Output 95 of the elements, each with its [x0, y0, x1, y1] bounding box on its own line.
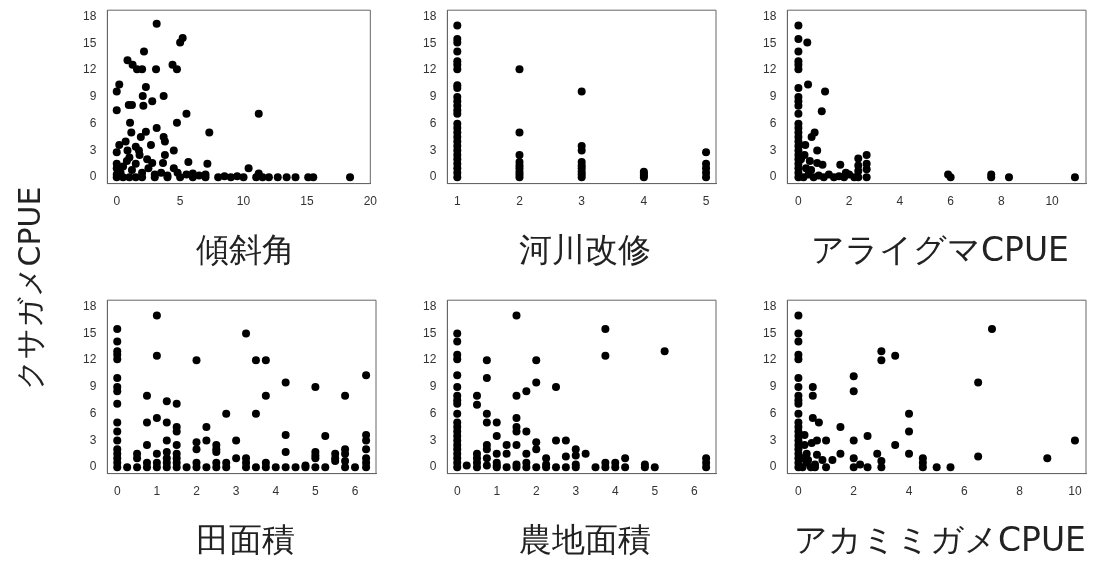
point: [515, 128, 524, 137]
x-tick-label: 0: [795, 194, 803, 209]
y-tick-label: 9: [429, 89, 437, 104]
x-tick-label: 2: [193, 484, 201, 499]
point: [702, 173, 711, 182]
y-tick-label: 18: [422, 298, 437, 313]
x-tick-label: 2: [532, 484, 540, 499]
y-tick-label: 3: [429, 142, 437, 157]
y-tick-label: 9: [769, 89, 777, 104]
x-tick-label: 4: [640, 194, 648, 209]
x-tick-label: 2: [845, 194, 853, 209]
y-tick-label: 18: [762, 298, 777, 313]
x-tick-label: 4: [272, 484, 280, 499]
x-tick-label: 1: [153, 484, 161, 499]
x-tick-label: 4: [896, 194, 904, 209]
x-tick-label: 6: [947, 194, 955, 209]
y-tick-label: 18: [762, 8, 777, 23]
x-tick-label: 8: [998, 194, 1006, 209]
y-tick-label: 15: [762, 325, 777, 340]
y-tick-label: 9: [89, 89, 97, 104]
y-tick-label: 6: [429, 115, 437, 130]
y-tick-label: 12: [422, 352, 437, 367]
x-tick-label: 0: [113, 194, 121, 209]
x-tick-label: 15: [300, 194, 314, 209]
x-tick-label: 5: [651, 484, 659, 499]
x-tick-label: 1: [493, 484, 501, 499]
x-tick-label: 6: [960, 484, 968, 499]
y-tick-label: 0: [89, 169, 97, 184]
x-tick-label: 10: [236, 194, 251, 209]
x-tick-label: 3: [572, 484, 580, 499]
x-tick-label: 8: [1016, 484, 1024, 499]
point: [453, 65, 462, 74]
y-tick-label: 3: [429, 432, 437, 447]
y-tick-label: 12: [82, 352, 97, 367]
y-axis-title: クサガメCPUE: [10, 185, 48, 393]
y-tick-label: 3: [769, 432, 777, 447]
y-tick-label: 9: [89, 379, 97, 394]
point: [453, 173, 462, 182]
x-tick-label: 0: [113, 484, 121, 499]
y-tick-label: 12: [422, 62, 437, 77]
x-tick-label: 5: [702, 194, 710, 209]
y-tick-label: 18: [82, 298, 97, 313]
x-tick-label: 2: [850, 484, 858, 499]
y-tick-label: 3: [89, 142, 97, 157]
y-tick-label: 18: [422, 8, 437, 23]
x-tick-label: 3: [578, 194, 586, 209]
point: [702, 148, 711, 157]
x-tick-label: 20: [363, 194, 378, 209]
x-tick-label: 3: [232, 484, 240, 499]
y-tick-label: 12: [82, 62, 97, 77]
x-tick-label: 10: [1045, 194, 1060, 209]
x-axis-title: 傾斜角: [194, 229, 296, 271]
point: [515, 65, 524, 74]
y-tick-label: 3: [769, 142, 777, 157]
x-axis-title: アカミミガメCPUE: [793, 519, 1087, 561]
point: [453, 21, 462, 30]
y-tick-label: 15: [422, 35, 437, 50]
y-tick-label: 6: [429, 405, 437, 420]
y-tick-label: 9: [429, 379, 437, 394]
y-tick-label: 0: [769, 459, 777, 474]
y-tick-label: 15: [422, 325, 437, 340]
point: [577, 87, 586, 96]
y-tick-label: 0: [89, 459, 97, 474]
x-tick-label: 5: [176, 194, 184, 209]
y-tick-label: 0: [769, 169, 777, 184]
point: [453, 47, 462, 56]
y-tick-label: 6: [769, 405, 777, 420]
x-tick-label: 5: [312, 484, 320, 499]
x-axis-title: 河川改修: [518, 229, 652, 271]
y-tick-label: 15: [82, 325, 97, 340]
x-tick-label: 1: [453, 194, 461, 209]
y-tick-label: 9: [769, 379, 777, 394]
point: [515, 150, 524, 159]
y-tick-label: 6: [89, 405, 97, 420]
y-tick-label: 0: [429, 459, 437, 474]
y-tick-label: 12: [762, 352, 777, 367]
y-tick-label: 18: [82, 8, 97, 23]
y-tick-label: 0: [429, 169, 437, 184]
x-axis-title: アライグマCPUE: [810, 229, 1070, 271]
y-tick-label: 15: [762, 35, 777, 50]
x-tick-label: 4: [905, 484, 913, 499]
x-tick-label: 6: [351, 484, 359, 499]
x-tick-label: 0: [453, 484, 461, 499]
x-tick-label: 4: [611, 484, 619, 499]
x-tick-label: 2: [516, 194, 524, 209]
x-tick-label: 0: [795, 484, 803, 499]
y-tick-label: 6: [89, 115, 97, 130]
x-tick-label: 6: [690, 484, 698, 499]
x-axis-title: 田面積: [194, 519, 296, 561]
y-tick-label: 12: [762, 62, 777, 77]
x-tick-label: 10: [1068, 484, 1082, 499]
y-tick-label: 15: [82, 35, 97, 50]
y-tick-label: 6: [769, 115, 777, 130]
x-axis-title: 農地面積: [518, 519, 652, 561]
y-tick-label: 3: [89, 432, 97, 447]
